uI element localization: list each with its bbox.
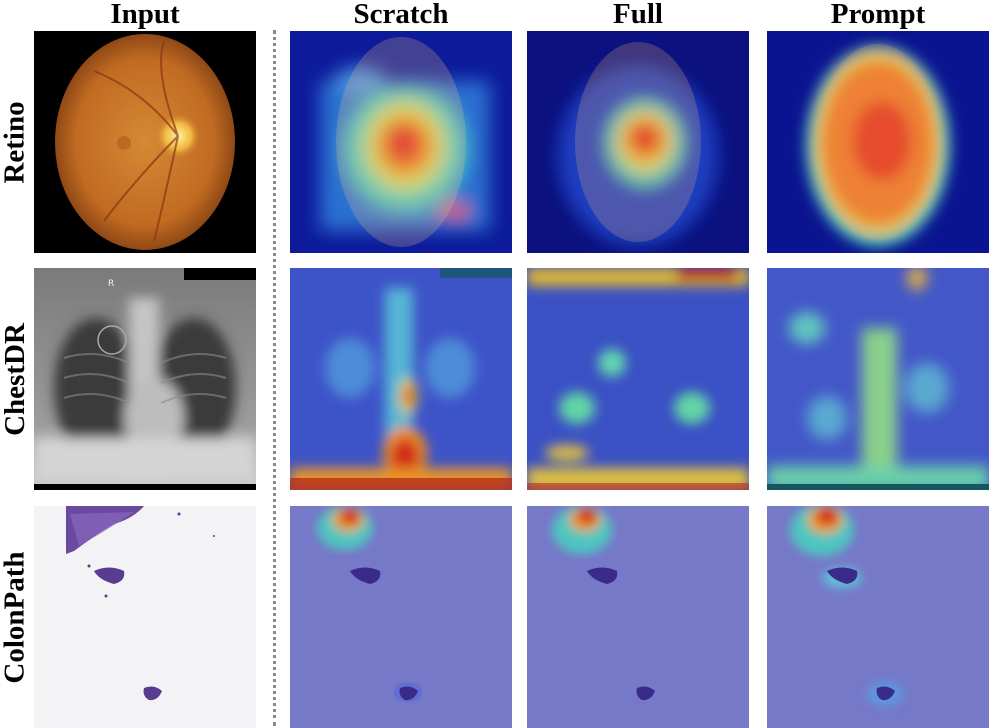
chest-marker-r: R xyxy=(108,279,114,289)
retino-scratch-heatmap xyxy=(290,31,512,253)
chestdr-scratch-heatmap xyxy=(290,268,512,490)
chestdr-prompt-heatmap xyxy=(767,268,989,490)
retino-input-image xyxy=(34,31,256,253)
row-label-chestdr-text: ChestDR xyxy=(0,322,31,436)
chestdr-input-image: R xyxy=(34,268,256,490)
chestdr-full-heatmap xyxy=(527,268,749,490)
row-label-colonpath: ColonPath xyxy=(0,506,31,728)
colonpath-prompt-heatmap xyxy=(767,506,989,728)
row-label-retino: Retino xyxy=(0,31,31,253)
row-label-chestdr: ChestDR xyxy=(0,268,31,490)
column-header-full: Full xyxy=(613,0,663,30)
colonpath-input-image xyxy=(34,506,256,728)
row-label-colonpath-text: ColonPath xyxy=(0,550,31,684)
row-label-retino-text: Retino xyxy=(0,100,31,184)
dotted-divider xyxy=(273,30,276,726)
retino-full-heatmap xyxy=(527,31,749,253)
column-header-prompt: Prompt xyxy=(830,0,926,30)
column-header-input: Input xyxy=(110,0,180,30)
column-header-scratch: Scratch xyxy=(353,0,449,30)
colonpath-full-heatmap xyxy=(527,506,749,728)
colonpath-scratch-heatmap xyxy=(290,506,512,728)
retino-prompt-heatmap xyxy=(767,31,989,253)
